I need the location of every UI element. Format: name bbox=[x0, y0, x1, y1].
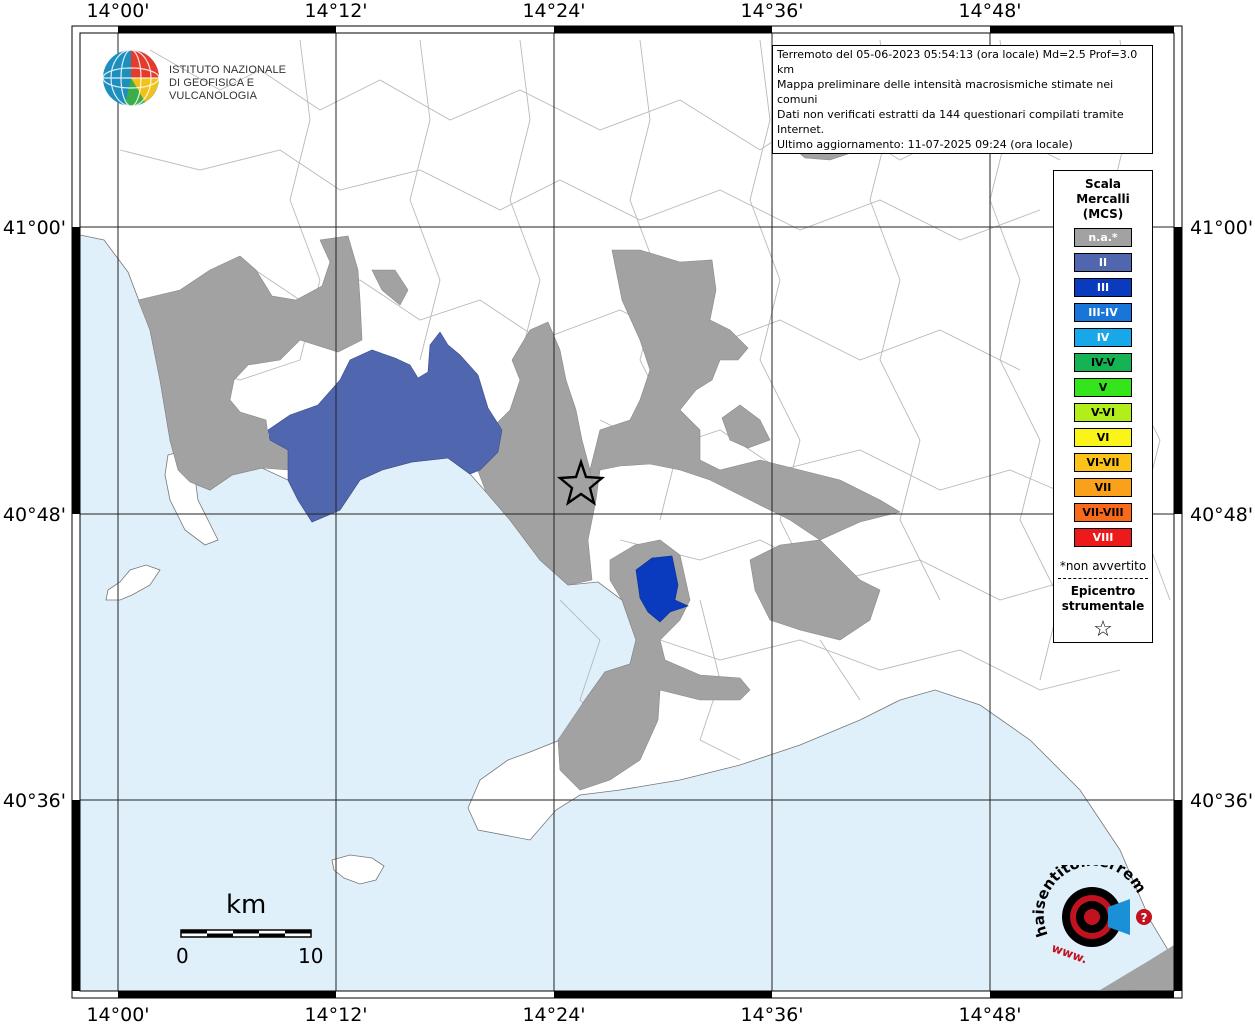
legend-swatch: VII-VIII bbox=[1074, 503, 1132, 522]
intensity-legend: Scala Mercalli (MCS) n.a.* II III III-IV IV I… bbox=[1053, 170, 1153, 643]
haisentito-logo-graphic: haisentitoilterremoto.it www. ? bbox=[1025, 851, 1152, 967]
epicenter-star-icon bbox=[556, 458, 606, 506]
lon-label: 14°36' bbox=[740, 1004, 803, 1024]
lon-label: 14°00' bbox=[86, 0, 149, 22]
lon-label: 14°36' bbox=[740, 0, 803, 22]
legend-swatch: II bbox=[1074, 253, 1132, 272]
intensity-iii-area bbox=[635, 555, 689, 623]
event-info-box: Terremoto del 05-06-2023 05:54:13 (ora l… bbox=[772, 45, 1153, 154]
event-info-line: Terremoto del 05-06-2023 05:54:13 (ora l… bbox=[777, 48, 1138, 76]
scale-unit: km bbox=[226, 890, 267, 920]
lon-label: 14°48' bbox=[958, 1004, 1021, 1024]
legend-title: Scala Mercalli (MCS) bbox=[1076, 177, 1130, 221]
legend-swatch: IV bbox=[1074, 328, 1132, 347]
lat-label: 40°36' bbox=[3, 790, 66, 812]
scale-min-label: 0 bbox=[176, 944, 189, 968]
legend-swatch: VI bbox=[1074, 428, 1132, 447]
legend-swatch: VIII bbox=[1074, 528, 1132, 547]
legend-swatch: V bbox=[1074, 378, 1132, 397]
lat-label: 41°00' bbox=[3, 217, 66, 239]
lon-label: 14°24' bbox=[522, 0, 585, 22]
lat-label: 40°48' bbox=[3, 504, 66, 526]
lon-label: 14°48' bbox=[958, 0, 1021, 22]
map-frame bbox=[71, 25, 1183, 999]
longitude-labels-top: 14°00' 14°12' 14°24' 14°36' 14°48' bbox=[86, 0, 1021, 22]
haisentito-logo: haisentitoilterremoto.it www. ? bbox=[1025, 851, 1160, 975]
legend-divider bbox=[1058, 578, 1148, 579]
ingv-name: ISTITUTO NAZIONALE DI GEOFISICA E VULCAN… bbox=[169, 64, 287, 102]
legend-items: n.a.* II III III-IV IV IV-V V V-VI VI VI-VII VII VI… bbox=[1054, 228, 1152, 547]
event-info-line: Mappa preliminare delle intensità macros… bbox=[777, 78, 1114, 106]
lat-label: 40°48' bbox=[1190, 504, 1253, 526]
scale-max-label: 10 bbox=[298, 944, 324, 968]
lon-label: 14°24' bbox=[522, 1004, 585, 1024]
legend-swatch: VI-VII bbox=[1074, 453, 1132, 472]
graticule bbox=[80, 33, 1174, 991]
latitude-labels-left: 41°00' 40°48' 40°36' bbox=[3, 217, 66, 812]
epicenter-legend-star-icon: ☆ bbox=[1093, 617, 1113, 642]
latitude-labels-right: 41°00' 40°48' 40°36' bbox=[1190, 217, 1253, 812]
lon-label: 14°12' bbox=[304, 0, 367, 22]
legend-swatch: III bbox=[1074, 278, 1132, 297]
scale-bar: km 0 10 bbox=[176, 890, 323, 970]
intensity-ii-area bbox=[267, 331, 503, 523]
legend-swatch: III-IV bbox=[1074, 303, 1132, 322]
lon-label: 14°00' bbox=[86, 1004, 149, 1024]
event-info-line: Ultimo aggiornamento: 11-07-2025 09:24 (… bbox=[777, 138, 1073, 151]
coast-cut bbox=[1100, 945, 1174, 991]
event-info-line: Dati non verificati estratti da 144 ques… bbox=[777, 108, 1124, 136]
legend-swatch: VII bbox=[1074, 478, 1132, 497]
island-capri bbox=[331, 854, 385, 885]
legend-swatch: IV-V bbox=[1074, 353, 1132, 372]
legend-swatch: n.a.* bbox=[1074, 228, 1132, 247]
haisentito-question-icon: ? bbox=[1141, 911, 1148, 925]
island-procida bbox=[105, 564, 161, 601]
longitude-labels-bottom: 14°00' 14°12' 14°24' 14°36' 14°48' bbox=[86, 1004, 1021, 1024]
lon-label: 14°12' bbox=[304, 1004, 367, 1024]
lat-label: 40°36' bbox=[1190, 790, 1253, 812]
scale-bar-graphic bbox=[180, 929, 312, 938]
globe-icon bbox=[102, 49, 160, 107]
ingv-logo: ISTITUTO NAZIONALE DI GEOFISICA E VULCAN… bbox=[101, 48, 341, 108]
legend-note: *non avvertito bbox=[1059, 559, 1147, 573]
lat-label: 41°00' bbox=[1190, 217, 1253, 239]
legend-epicenter-label: Epicentro strumentale bbox=[1061, 584, 1145, 613]
legend-swatch: V-VI bbox=[1074, 403, 1132, 422]
